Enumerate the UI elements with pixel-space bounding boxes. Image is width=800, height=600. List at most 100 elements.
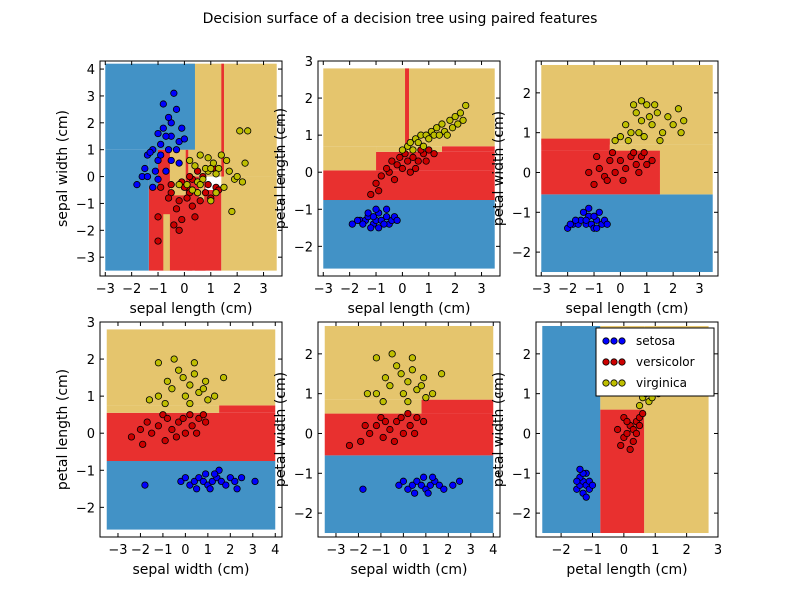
x-tick-label: −2 xyxy=(131,543,150,558)
point-virginica xyxy=(186,381,194,389)
point-virginica xyxy=(196,181,204,189)
point-versicolor xyxy=(193,429,201,437)
point-setosa xyxy=(359,220,367,228)
point-versicolor xyxy=(406,168,414,176)
point-versicolor xyxy=(382,164,391,173)
point-virginica xyxy=(454,120,462,128)
y-tick-label: −2 xyxy=(76,224,95,239)
point-virginica xyxy=(635,129,643,137)
y-tick-label: 3 xyxy=(305,55,313,70)
point-versicolor xyxy=(154,422,163,430)
point-versicolor xyxy=(154,213,162,221)
y-tick-label: −1 xyxy=(294,467,313,482)
decision-region-virginica xyxy=(324,399,422,414)
plot-area xyxy=(106,329,276,530)
point-setosa xyxy=(571,216,580,224)
point-versicolor xyxy=(154,237,162,245)
point-versicolor xyxy=(629,148,638,157)
point-setosa xyxy=(590,212,598,220)
point-setosa xyxy=(353,216,362,224)
y-axis-label: petal width (cm) xyxy=(491,372,507,487)
point-virginica xyxy=(640,133,648,141)
decision-region-virginica xyxy=(221,176,277,271)
point-virginica xyxy=(202,377,210,385)
point-versicolor xyxy=(172,205,181,213)
y-tick-label: −1 xyxy=(294,203,313,218)
point-versicolor xyxy=(196,197,204,205)
point-virginica xyxy=(163,377,172,385)
point-versicolor xyxy=(381,417,390,426)
point-virginica xyxy=(428,390,437,398)
point-virginica xyxy=(238,178,247,186)
point-virginica xyxy=(419,142,428,150)
y-tick-label: −1 xyxy=(76,197,95,212)
point-virginica xyxy=(181,392,189,400)
point-virginica xyxy=(616,133,625,141)
y-tick-label: −1 xyxy=(512,206,531,221)
decision-region-virginica xyxy=(324,325,494,400)
x-tick-label: −2 xyxy=(552,543,571,558)
point-setosa xyxy=(178,124,186,132)
point-setosa xyxy=(440,485,448,493)
point-versicolor xyxy=(375,187,383,195)
legend-marker-versicolor xyxy=(602,358,610,366)
x-tick-label: −3 xyxy=(314,282,333,297)
x-axis-label: sepal length (cm) xyxy=(347,301,470,317)
point-virginica xyxy=(664,113,672,121)
x-tick-label: 1 xyxy=(643,282,651,297)
point-setosa xyxy=(566,220,574,228)
point-setosa xyxy=(141,164,149,173)
point-versicolor xyxy=(366,429,374,438)
y-tick-label: −2 xyxy=(512,246,531,261)
point-setosa xyxy=(603,220,611,228)
y-tick-label: −1 xyxy=(76,464,95,479)
decision-region-setosa xyxy=(105,63,195,150)
point-virginica xyxy=(393,362,401,370)
x-tick-label: 2 xyxy=(682,543,690,558)
point-virginica xyxy=(204,396,212,404)
point-virginica xyxy=(656,137,664,145)
point-virginica xyxy=(674,105,683,113)
point-versicolor xyxy=(345,441,354,450)
point-setosa xyxy=(181,474,189,482)
point-versicolor xyxy=(603,176,611,185)
point-virginica xyxy=(404,398,412,406)
point-setosa xyxy=(170,89,178,97)
point-versicolor xyxy=(167,181,175,189)
point-setosa xyxy=(413,477,421,485)
point-setosa xyxy=(133,181,141,189)
point-versicolor xyxy=(616,156,625,165)
point-virginica xyxy=(414,138,422,147)
point-setosa xyxy=(222,481,230,489)
y-axis-label: sepal width (cm) xyxy=(55,110,71,227)
point-virginica xyxy=(632,109,640,117)
decision-region-versicolor xyxy=(441,146,495,152)
decision-region-virginica xyxy=(659,144,713,195)
point-setosa xyxy=(162,132,170,140)
decision-region-versicolor xyxy=(421,399,494,414)
point-versicolor xyxy=(148,429,156,437)
point-setosa xyxy=(404,485,412,493)
point-virginica xyxy=(217,151,225,159)
point-setosa xyxy=(164,113,173,122)
decision-region-virginica xyxy=(198,176,205,201)
decision-region-versicolor xyxy=(219,405,276,413)
point-virginica xyxy=(223,156,231,165)
point-setosa xyxy=(233,485,241,493)
x-tick-label: −3 xyxy=(96,282,115,297)
point-versicolor xyxy=(191,213,199,221)
point-virginica xyxy=(381,374,390,382)
point-virginica xyxy=(437,370,446,378)
decision-region-virginica xyxy=(323,146,377,171)
legend: setosa versicolor virginica xyxy=(595,327,715,397)
point-setosa xyxy=(206,485,214,493)
point-setosa xyxy=(162,167,170,175)
point-setosa xyxy=(367,224,375,232)
point-versicolor xyxy=(188,422,196,430)
point-virginica xyxy=(199,385,207,393)
point-setosa xyxy=(157,151,165,159)
point-virginica xyxy=(399,390,407,398)
point-versicolor xyxy=(611,168,619,177)
point-setosa xyxy=(595,208,603,216)
point-setosa xyxy=(424,489,432,497)
